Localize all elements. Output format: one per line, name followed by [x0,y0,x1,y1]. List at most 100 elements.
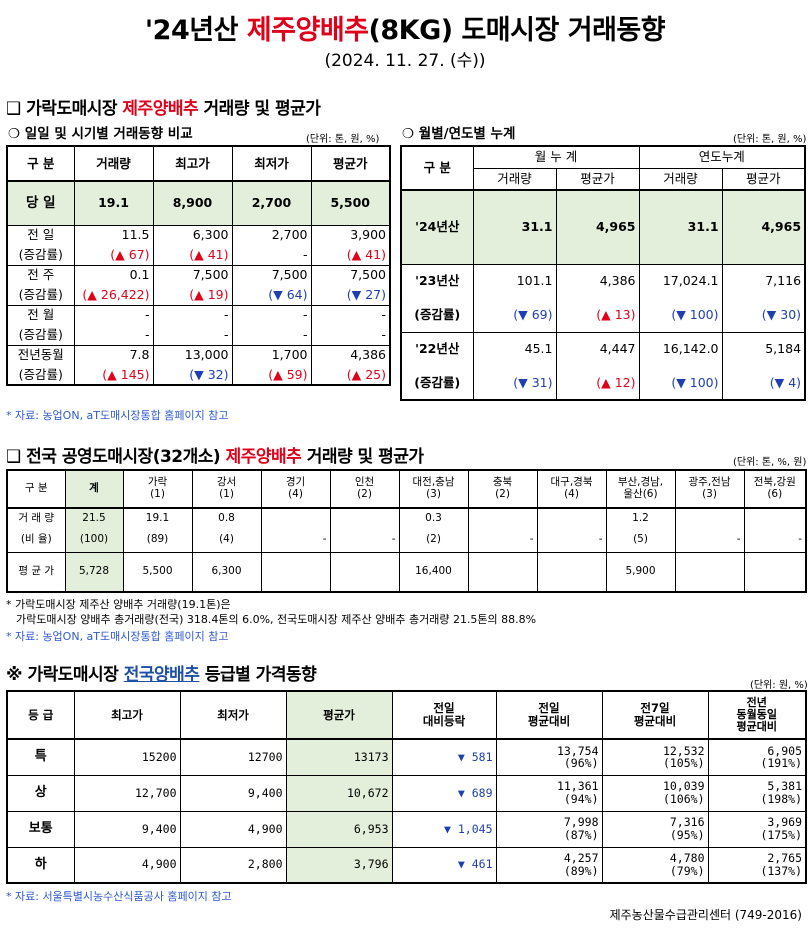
national-header-gangseo: 강서 (1) [191,469,262,509]
prev-year-min-change: (▲ 59) [231,365,312,386]
cumulative-subtitle: ❍ 월별/연도별 누계 [402,126,516,142]
header-year-volume: 거래량 [638,167,723,191]
header-volume: 거래량 [73,145,154,182]
grade-avg: 6,953 [285,810,393,848]
cumulative-2022-change-row: (증감률) (▼ 31) (▲ 12) (▼ 100) (▼ 4) [400,366,806,401]
national-header-row: 구 분 계 가락 (1) 강서 (1) 경기 (4) 인천 (2) 대전,충남 (3) 충… [6,469,807,509]
cumulative-2022-year-avg: 5,184 [721,331,806,366]
grade-min: 4,900 [179,810,287,848]
prev-month-min: - [231,304,312,325]
cumulative-2022-row: '22년산 45.1 4,447 16,142.0 5,184 [400,331,806,366]
prev-month-row: 전 월 - - - - [6,304,391,325]
prev-day-max: 6,300 [152,224,233,245]
prev-day-label: 전 일 [6,224,75,245]
cumulative-2023-year-avg-change: (▼ 30) [721,298,806,333]
report-date: (2024. 11. 27. (수)) [324,51,486,71]
prev-week-avg: 7,500 [310,264,391,285]
grade-prev-day-pct: (96%) [563,756,599,771]
prev-month-sublabel: (증감률) [6,325,75,346]
cumulative-2022-label: '22년산 [400,331,474,366]
national-header-total: 계 [64,469,124,509]
cumulative-2023-month-volume-change: (▼ 69) [472,298,557,333]
national-volume-total: 21.5 [64,507,124,528]
prev-year-change-row: (증감률) (▲ 145) (▼ 32) (▲ 59) (▲ 25) [6,365,391,386]
prev-week-row: 전 주 0.1 7,500 7,500 7,500 [6,264,391,285]
prev-week-label: 전 주 [6,264,75,285]
national-header-garak: 가락 (1) [122,469,193,509]
national-avg-cell: 5,500 [122,551,193,593]
prev-month-volume-change: - [73,325,154,346]
prev-day-volume-change: (▲ 67) [73,245,154,266]
grade-prev-day-pct: (94%) [563,792,599,806]
grade-prev-day-value: 7,998 [563,815,599,830]
grade-prev-day-value: 11,361 [556,779,599,794]
national-avg-cell: 6,300 [191,551,262,593]
national-header-daegu-label: 대구,경북 [550,476,593,489]
cumulative-2022-year-volume: 16,142.0 [638,331,723,366]
national-volume-cell [329,507,400,528]
cumulative-2022-year-avg-change: (▼ 4) [721,366,806,401]
section2-title-suffix: 거래량 및 평균가 [301,447,424,467]
national-avg-cell [536,551,607,593]
cumulative-2022-month-volume-change: (▼ 31) [472,366,557,401]
cumulative-2023-row: '23년산 101.1 4,386 17,024.1 7,116 [400,263,806,298]
cumulative-table: 구 분 월 누 계 연도누계 거래량 평균가 거래량 평균가 '24년산 31.… [400,145,807,401]
prev-day-row: 전 일 11.5 6,300 2,700 3,900 [6,224,391,245]
national-header-daegu: 대구,경북 (4) [536,469,607,509]
grade-header-min: 최저가 [179,690,287,740]
grade-row-high: 상 12,700 9,400 10,672 ▼ 689 11,361 (94%) … [6,774,807,812]
section3-title-highlight: 전국양배추 [123,665,200,685]
grade-prev-week-value: 7,316 [669,815,705,830]
prev-month-min-change: - [231,325,312,346]
national-avg-cell [743,551,807,593]
grade-diff: ▼ 689 [391,774,497,812]
national-header-incheon: 인천 (2) [329,469,400,509]
prev-day-avg-change: (▲ 41) [310,245,391,266]
title-highlight: 제주양배추 [246,15,369,46]
national-market-table: 구 분 계 가락 (1) 강서 (1) 경기 (4) 인천 (2) 대전,충남 (3) 충… [6,469,807,593]
grade-price-table: 등 급 최고가 최저가 평균가 전일 대비등락 전일 평균대비 전7일 평균대비… [6,690,807,884]
grade-prev-year-value: 5,381 [767,779,802,794]
prev-week-max: 7,500 [152,264,233,285]
national-volume-cell: 0.8 [191,507,262,528]
section1-source-note: * 자료: 농업ON, aT도매시장통합 홈페이지 참고 [6,409,229,422]
cumulative-2024-year-volume: 31.1 [638,189,723,265]
grade-prev-week-pct: (106%) [662,792,705,806]
section2-title-highlight: 제주양배추 [225,447,302,467]
grade-prev-day: 13,754 (96%) [495,738,603,776]
grade-max: 9,400 [73,810,181,848]
grade-prev-week: 4,780 (79%) [601,846,709,884]
header-month-volume: 거래량 [472,167,557,191]
prev-week-min-change: (▼ 64) [231,285,312,306]
cumulative-2023-sublabel: (증감률) [400,298,474,333]
grade-prev-week: 7,316 (95%) [601,810,709,848]
national-ratio-cell: - [329,528,400,553]
cumulative-2023-month-avg-change: (▲ 13) [555,298,640,333]
national-volume-label: 거 래 량 [6,507,66,528]
grade-diff: ▼ 581 [391,738,497,776]
national-header-jeonbuk: 전북,강원 (6) [743,469,807,509]
grade-avg: 3,796 [285,846,393,884]
national-avg-row: 평 균 가 5,728 5,500 6,300 16,400 5,900 [6,551,807,593]
prev-day-min-change: - [231,245,312,266]
grade-prev-day-pct: (89%) [563,863,599,878]
national-ratio-cell: (2) [398,528,469,553]
national-header-busan: 부산,경남, 울산(6) [605,469,676,509]
cumulative-2024-label: '24년산 [400,189,474,265]
grade-prev-year-value: 6,905 [767,743,802,758]
grade-min: 9,400 [179,774,287,812]
national-header-gyeonggi: 경기 (4) [260,469,331,509]
national-volume-cell: 0.3 [398,507,469,528]
national-header-gyeonggi-sub: (4) [288,488,303,500]
national-header-jeonbuk-sub: (6) [767,488,783,500]
national-ratio-label: (비 율) [6,528,66,553]
national-ratio-cell: - [743,528,807,553]
prev-month-max-change: - [152,325,233,346]
prev-month-avg: - [310,304,391,325]
cumulative-2022-month-avg-change: (▲ 12) [555,366,640,401]
national-volume-row: 거 래 량 21.5 19.1 0.8 0.3 1.2 [6,507,807,528]
national-header-gwangju-sub: (3) [702,488,717,500]
cumulative-2024-month-avg: 4,965 [555,189,640,265]
page-title: '24년산 제주양배추(8KG) 도매시장 거래동향 [0,8,810,47]
national-header-gwangju: 광주,전남 (3) [674,469,745,509]
